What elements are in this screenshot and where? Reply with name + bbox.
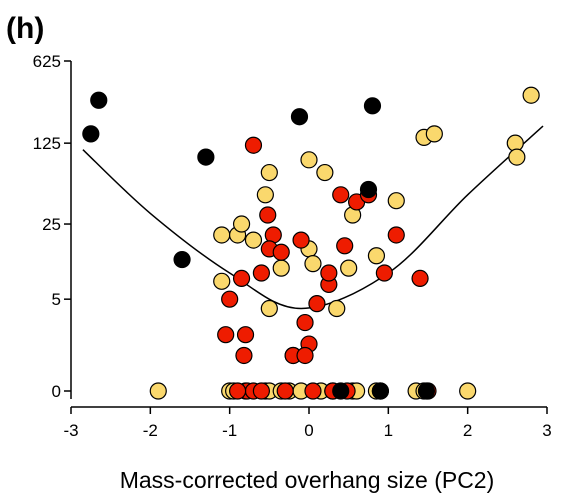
red-point xyxy=(217,326,235,344)
axes: 0 5 25 125 625 -3 -2 -1 0 1 2 3 xyxy=(33,52,552,440)
red-point xyxy=(244,136,263,154)
fit-curve xyxy=(82,125,544,310)
red-point xyxy=(236,326,255,344)
yellow-point xyxy=(213,272,231,290)
yellow-point xyxy=(304,255,322,273)
red-point xyxy=(304,382,322,400)
yellow-point xyxy=(256,186,274,204)
red-point xyxy=(252,264,270,282)
yellow-point xyxy=(316,163,334,182)
yellow-point xyxy=(232,215,251,233)
black-point xyxy=(290,108,309,126)
red-point xyxy=(229,382,247,400)
black-point xyxy=(417,382,436,400)
red-point xyxy=(320,264,338,282)
y-tick-label: 0 xyxy=(52,382,61,401)
red-point xyxy=(411,269,429,287)
red-point xyxy=(387,226,405,244)
red-point xyxy=(276,382,294,400)
yellow-point xyxy=(272,259,290,277)
yellow-point xyxy=(387,192,405,210)
red-point xyxy=(232,269,251,287)
yellow-point xyxy=(367,247,386,265)
x-tick-label: 0 xyxy=(304,421,313,440)
black-point xyxy=(332,382,350,400)
red-point xyxy=(332,186,350,204)
yellow-point xyxy=(508,148,526,166)
red-point xyxy=(296,313,314,332)
red-point xyxy=(336,237,354,255)
y-tick-label: 125 xyxy=(33,134,61,153)
red-point xyxy=(296,346,314,365)
yellow-point xyxy=(300,151,318,169)
black-point xyxy=(90,91,108,109)
y-tick-label: 25 xyxy=(42,215,61,234)
black-point xyxy=(197,148,215,166)
black-point xyxy=(363,97,382,115)
x-tick-label: 1 xyxy=(384,421,393,440)
data-points xyxy=(82,86,540,400)
yellow-point xyxy=(328,299,346,318)
red-point xyxy=(375,264,393,282)
yellow-point xyxy=(213,226,231,244)
black-point xyxy=(173,250,191,269)
yellow-point xyxy=(260,163,278,182)
yellow-point xyxy=(425,125,443,143)
yellow-point xyxy=(260,299,278,318)
x-tick-label: 3 xyxy=(542,421,551,440)
red-point xyxy=(235,346,253,365)
yellow-point xyxy=(149,382,167,400)
x-tick-label: -3 xyxy=(63,421,78,440)
black-point xyxy=(82,125,100,143)
yellow-point xyxy=(459,382,477,400)
red-point xyxy=(308,295,326,313)
yellow-point xyxy=(522,86,540,104)
yellow-point xyxy=(340,259,358,277)
y-tick-label: 5 xyxy=(52,290,61,309)
black-point xyxy=(359,180,378,199)
x-tick-label: 2 xyxy=(463,421,472,440)
x-axis-title: Mass-corrected overhang size (PC2) xyxy=(120,467,495,493)
black-point xyxy=(371,382,389,400)
red-point xyxy=(221,290,239,308)
x-tick-label: -1 xyxy=(222,421,237,440)
y-tick-label: 625 xyxy=(33,52,61,71)
red-point xyxy=(252,382,270,400)
x-tick-label: -2 xyxy=(143,421,158,440)
red-point xyxy=(259,206,277,224)
panel-label: (h) xyxy=(6,12,44,45)
yellow-point xyxy=(244,231,263,249)
red-point xyxy=(292,231,310,249)
red-point xyxy=(272,243,290,261)
